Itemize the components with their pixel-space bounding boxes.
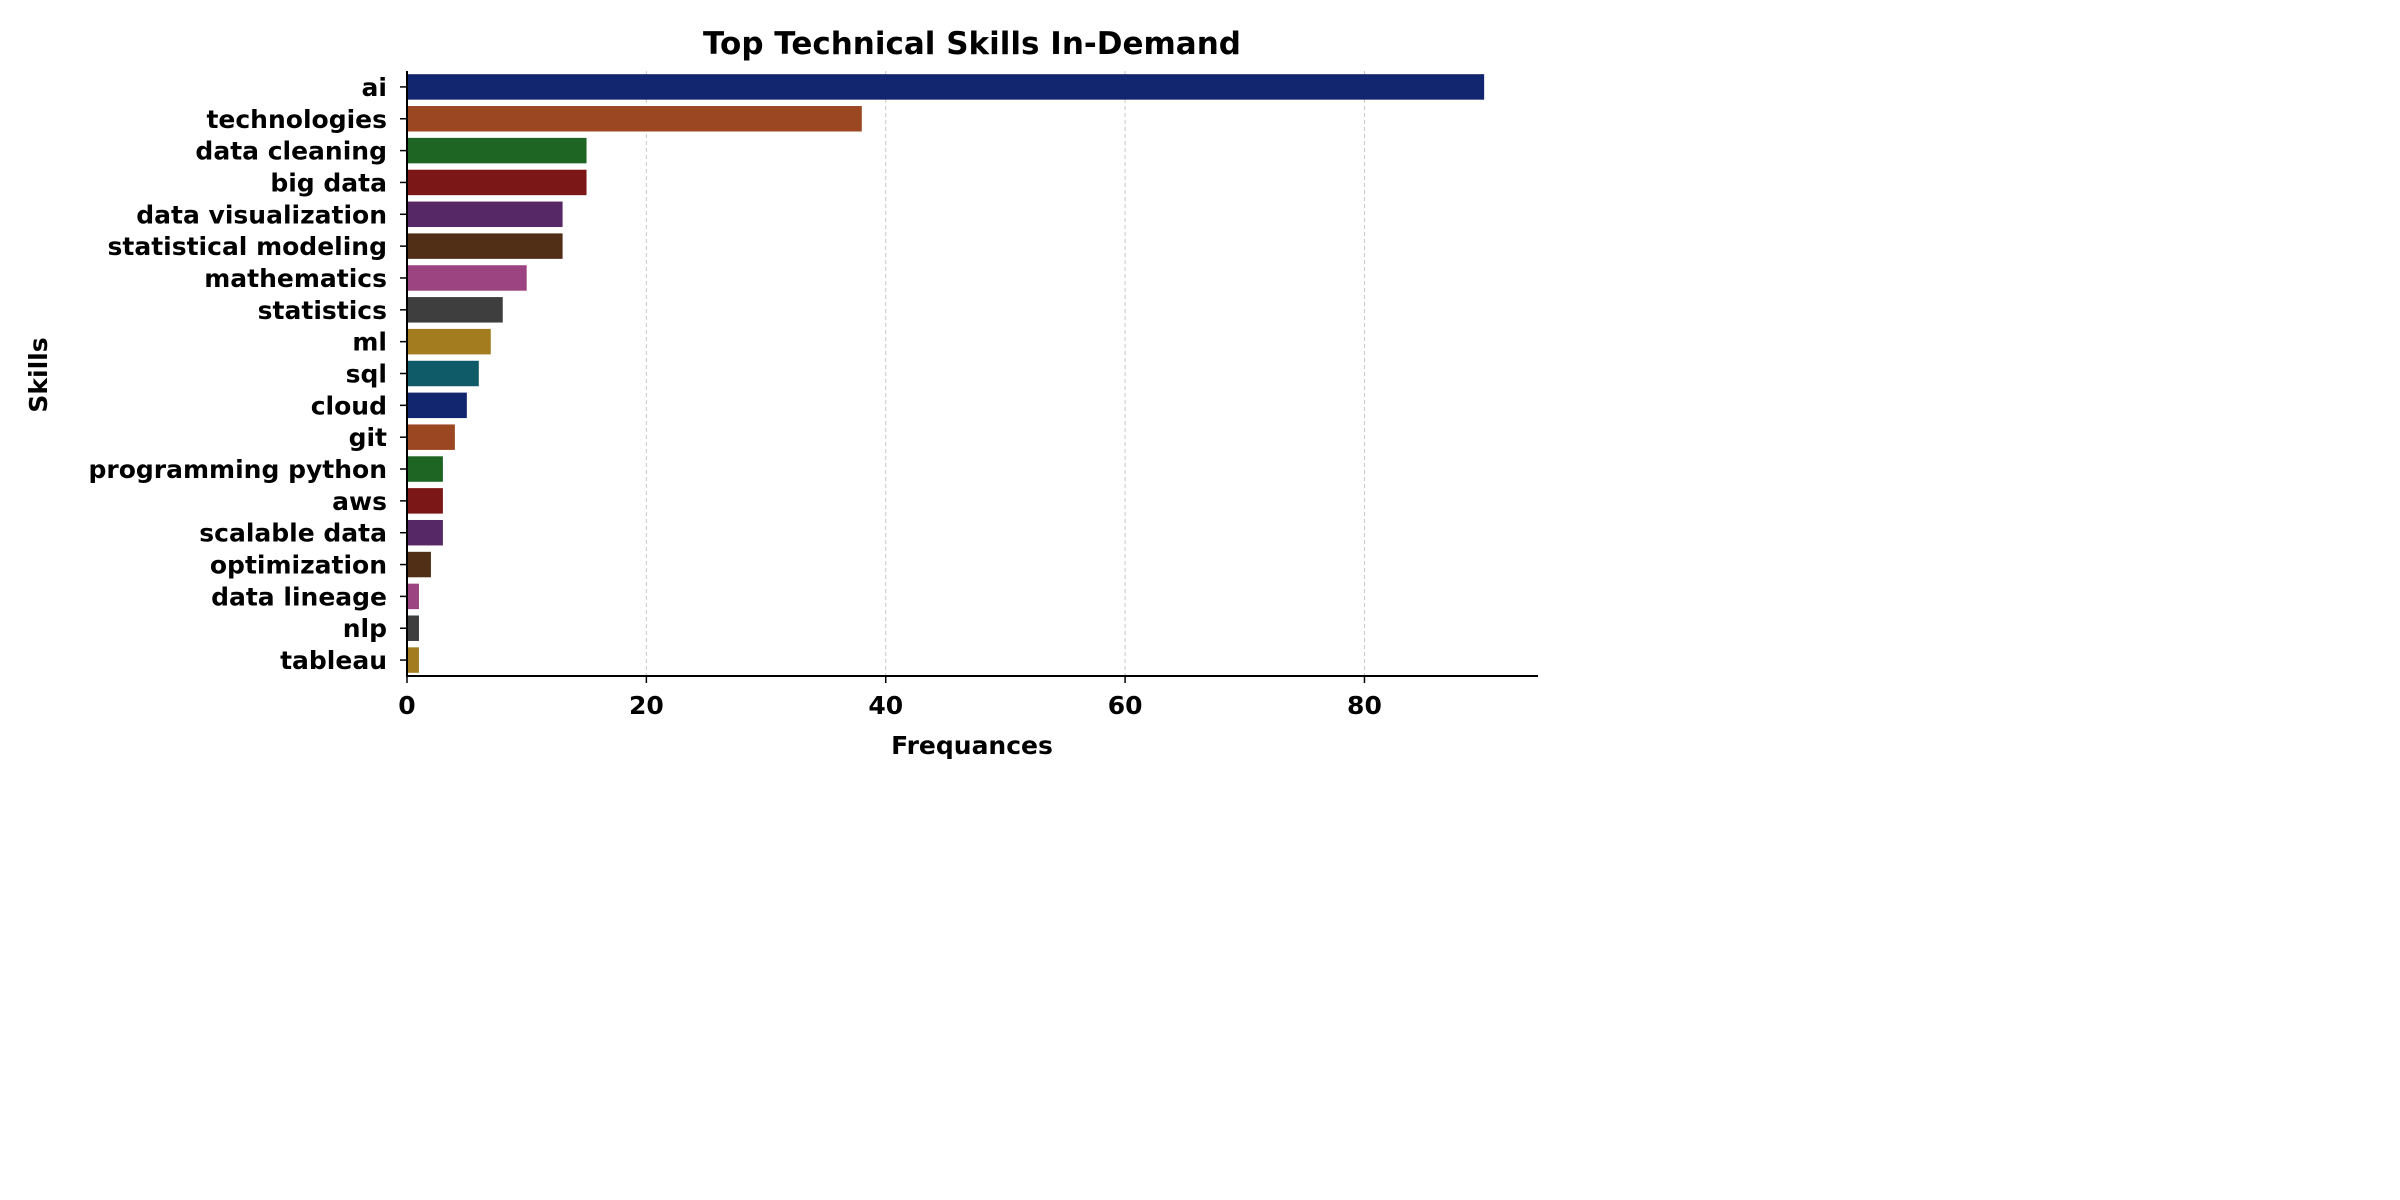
- y-tick-label: statistics: [258, 296, 387, 325]
- bar-statistics: [407, 297, 503, 323]
- bar-data-visualization: [407, 201, 563, 228]
- x-axis-ticks: 0 20 40 60 80: [398, 676, 1382, 720]
- x-tick-label: 40: [868, 691, 903, 720]
- y-tick-label: optimization: [210, 551, 387, 580]
- bar-chart: Top Technical Skills In-Demand ai technol…: [24, 26, 1538, 760]
- y-tick-label: aws: [332, 487, 387, 516]
- y-tick-label: statistical modeling: [108, 232, 388, 261]
- y-tick-label: scalable data: [199, 519, 387, 548]
- y-tick-label: technologies: [206, 105, 387, 134]
- y-tick-label: cloud: [311, 391, 387, 420]
- bar-programming-python: [407, 456, 443, 482]
- bar-ai: [407, 74, 1485, 100]
- bar-nlp: [407, 615, 419, 641]
- gridlines: [645, 71, 1365, 676]
- bar-cloud: [407, 392, 467, 419]
- bar-tableau: [407, 647, 419, 673]
- y-tick-label: git: [349, 423, 387, 452]
- chart-title: Top Technical Skills In-Demand: [703, 26, 1241, 62]
- y-tick-label: nlp: [343, 614, 387, 643]
- bar-mathematics: [407, 265, 527, 291]
- y-axis-label: Skills: [24, 337, 53, 412]
- bar-data-lineage: [407, 583, 419, 610]
- bar-big-data: [407, 169, 587, 196]
- bar-optimization: [407, 551, 431, 578]
- bar-scalable-data: [407, 519, 443, 546]
- x-tick-label: 0: [398, 691, 415, 720]
- y-tick-label: data visualization: [136, 200, 387, 229]
- bar-ml: [407, 328, 491, 355]
- y-tick-label: data cleaning: [195, 137, 387, 166]
- bar-data-cleaning: [407, 137, 587, 164]
- y-tick-label: ml: [352, 328, 387, 357]
- y-tick-label: big data: [270, 168, 387, 197]
- x-tick-label: 20: [629, 691, 664, 720]
- y-tick-label: tableau: [280, 646, 387, 675]
- y-tick-label: mathematics: [204, 264, 387, 293]
- y-tick-label: data lineage: [211, 582, 387, 611]
- x-tick-label: 60: [1108, 691, 1143, 720]
- y-tick-label: sql: [346, 360, 387, 389]
- bars: [407, 74, 1485, 673]
- bar-sql: [407, 360, 479, 387]
- x-axis-label: Frequances: [891, 731, 1053, 760]
- bar-git: [407, 424, 455, 450]
- x-tick-label: 80: [1347, 691, 1382, 720]
- bar-technologies: [407, 106, 862, 132]
- y-tick-label: programming python: [89, 455, 387, 484]
- bar-aws: [407, 488, 443, 514]
- y-tick-label: ai: [362, 73, 387, 102]
- bar-statistical-modeling: [407, 233, 563, 259]
